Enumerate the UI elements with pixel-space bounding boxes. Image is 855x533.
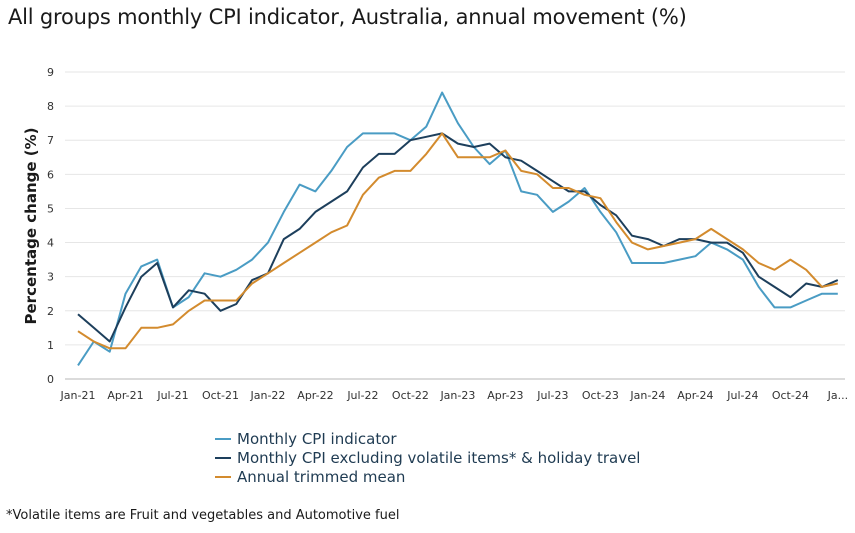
legend-item-monthly-cpi: Monthly CPI indicator xyxy=(215,429,640,448)
x-tick-label: Jul-23 xyxy=(536,389,568,402)
series-line-2 xyxy=(77,132,839,350)
x-tick-label: Jul-24 xyxy=(726,389,758,402)
series-line-1 xyxy=(77,132,839,343)
y-tick-label: 2 xyxy=(47,305,54,318)
chart-title: All groups monthly CPI indicator, Austra… xyxy=(8,5,687,29)
legend-item-excluding-volatile: Monthly CPI excluding volatile items* & … xyxy=(215,448,640,467)
legend-label: Annual trimmed mean xyxy=(237,467,406,486)
x-tick-label: Oct-22 xyxy=(392,389,429,402)
x-tick-label: Jan-22 xyxy=(249,389,285,402)
legend-swatch xyxy=(215,456,231,459)
y-tick-label: 8 xyxy=(47,100,54,113)
x-tick-label: Jan-23 xyxy=(439,389,475,402)
y-tick-label: 0 xyxy=(47,373,54,386)
y-tick-label: 9 xyxy=(47,66,54,79)
x-tick-label: Apr-23 xyxy=(487,389,523,402)
x-tick-label: Apr-22 xyxy=(297,389,333,402)
y-tick-label: 5 xyxy=(47,202,54,215)
y-tick-label: 6 xyxy=(47,168,54,181)
y-tick-label: 7 xyxy=(47,134,54,147)
x-tick-label: Oct-24 xyxy=(772,389,809,402)
x-tick-label: Apr-24 xyxy=(677,389,713,402)
legend: Monthly CPI indicator Monthly CPI exclud… xyxy=(215,429,640,486)
y-tick-label: 1 xyxy=(47,339,54,352)
legend-label: Monthly CPI indicator xyxy=(237,429,397,448)
x-tick-label: Jan-21 xyxy=(60,389,96,402)
y-axis-label: Percentage change (%) xyxy=(22,128,40,325)
x-tick-label: Jul-22 xyxy=(346,389,378,402)
y-tick-label: 3 xyxy=(47,271,54,284)
x-tick-label: Jan-24 xyxy=(629,389,665,402)
legend-label: Monthly CPI excluding volatile items* & … xyxy=(237,448,641,467)
x-tick-label: Apr-21 xyxy=(107,389,143,402)
x-tick-label: Oct-21 xyxy=(202,389,239,402)
footnote: *Volatile items are Fruit and vegetables… xyxy=(6,508,400,523)
x-tick-label: Oct-23 xyxy=(582,389,619,402)
series-line-0 xyxy=(77,91,838,366)
legend-swatch xyxy=(215,437,231,440)
legend-item-trimmed-mean: Annual trimmed mean xyxy=(215,467,640,486)
x-tick-label: Ja... xyxy=(827,389,848,402)
y-tick-label: 4 xyxy=(47,237,54,250)
x-tick-label: Jul-21 xyxy=(156,389,188,402)
legend-swatch xyxy=(215,475,231,478)
